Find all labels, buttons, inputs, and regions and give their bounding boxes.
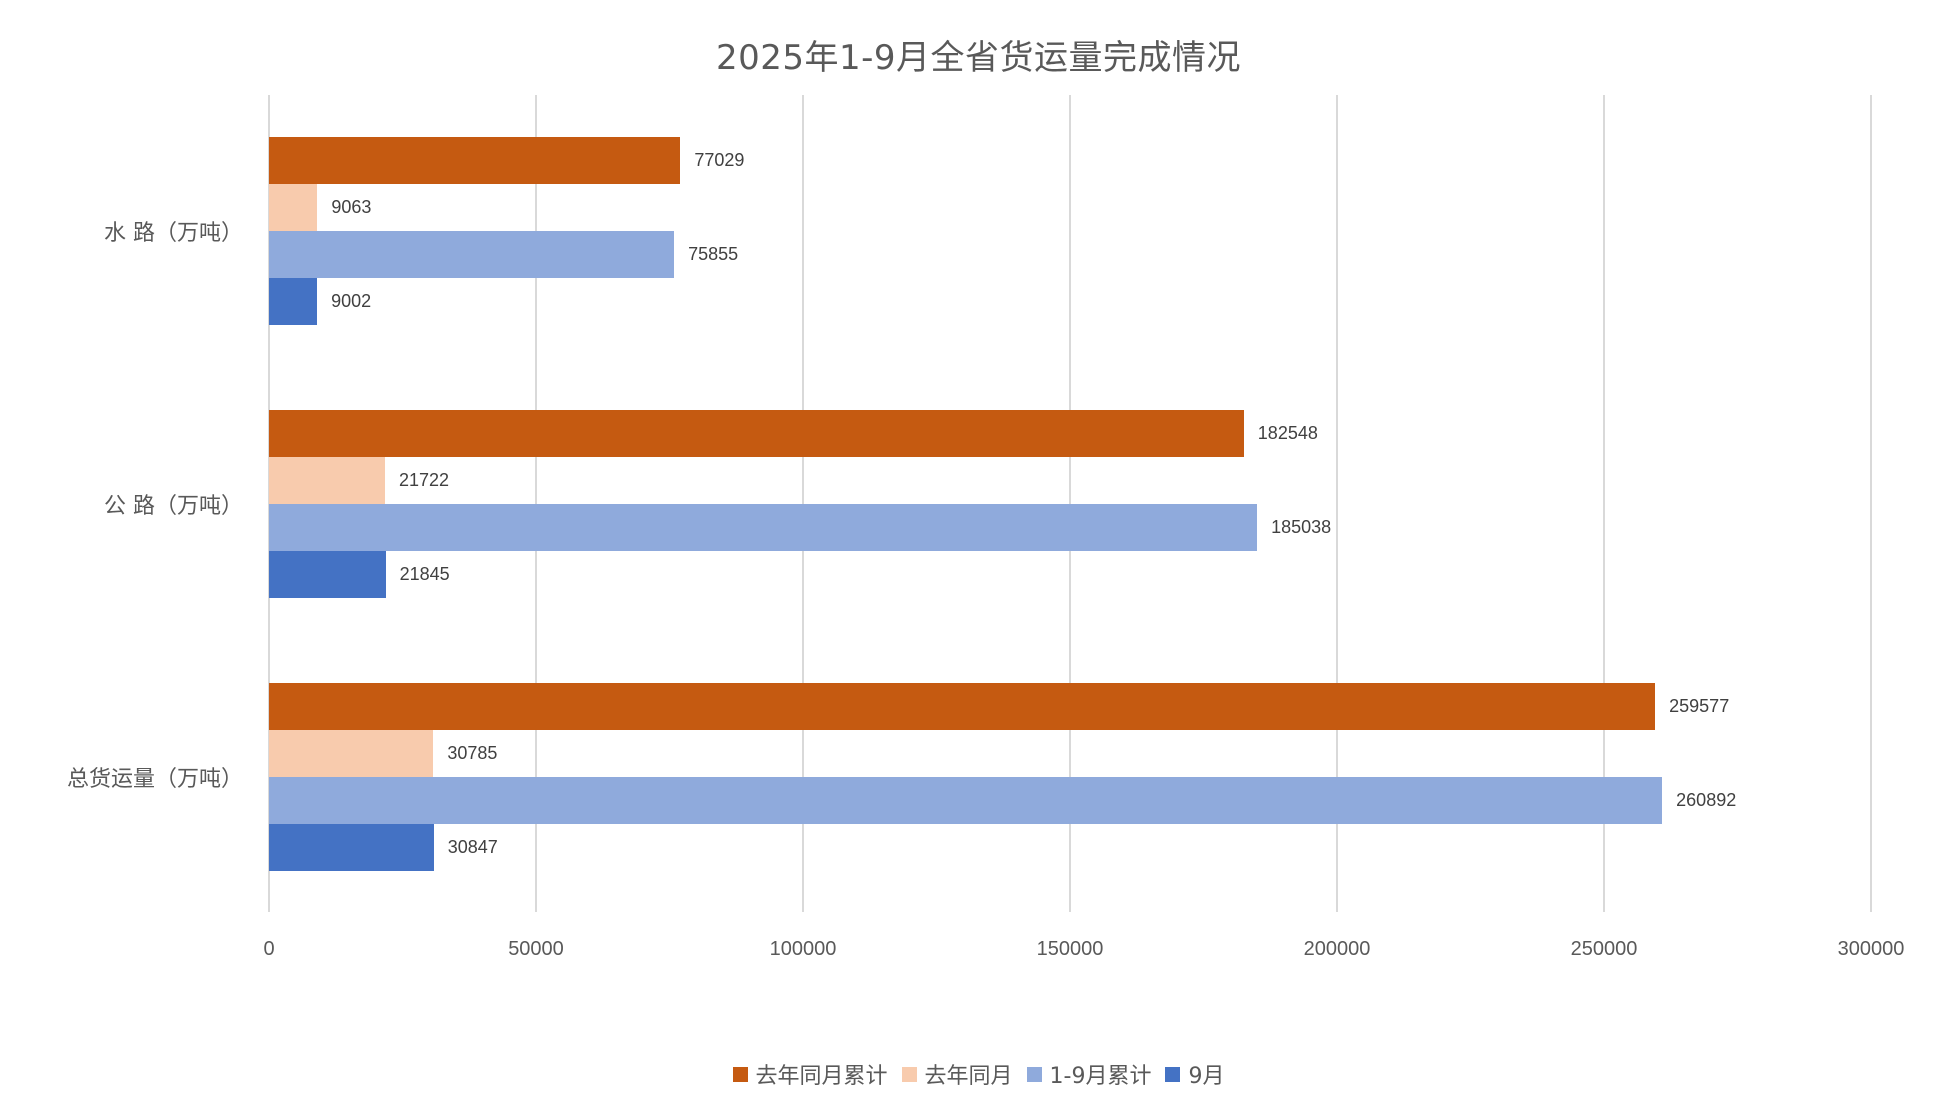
x-tick-label: 300000 (1837, 938, 1905, 960)
legend-label: 9月 (1188, 1064, 1225, 1089)
legend-swatch-icon (1026, 1066, 1042, 1082)
gridline (1069, 95, 1071, 912)
data-label: 259577 (1669, 696, 1730, 716)
data-label: 9063 (331, 197, 372, 217)
gridline (1336, 95, 1338, 912)
x-tick-label: 100000 (769, 938, 837, 960)
bar (269, 504, 1258, 551)
legend-label: 去年同月 (924, 1064, 1013, 1089)
data-label: 30847 (447, 837, 498, 857)
data-label: 77029 (694, 150, 745, 170)
bar (269, 184, 318, 231)
bar (269, 278, 318, 325)
legend-label: 1-9月累计 (1049, 1064, 1152, 1089)
data-label: 260892 (1676, 790, 1737, 810)
category-label: 水 路（万吨） (104, 221, 243, 246)
data-label: 75855 (688, 244, 739, 264)
legend-label: 去年同月累计 (755, 1064, 888, 1089)
legend-item: 9月 (1165, 1058, 1224, 1090)
x-tick-label: 250000 (1570, 938, 1638, 960)
bar (269, 410, 1244, 457)
bar (269, 824, 434, 871)
data-label: 182548 (1257, 423, 1318, 443)
legend-item: 去年同月 (901, 1058, 1013, 1090)
gridline (1603, 95, 1605, 912)
x-tick-label: 0 (263, 938, 275, 960)
plot-area: 0 50000 100000 150000 200000 250000 300000 7702… (263, 95, 1904, 960)
bar (269, 683, 1656, 730)
bar (269, 551, 386, 598)
legend-swatch-icon (732, 1066, 748, 1082)
category-label: 总货运量（万吨） (66, 767, 243, 792)
data-label: 21845 (399, 564, 450, 584)
x-tick-label: 50000 (508, 938, 564, 960)
data-label: 21722 (398, 470, 450, 490)
legend-swatch-icon (901, 1066, 917, 1082)
gridline (535, 95, 537, 912)
legend-item: 去年同月累计 (732, 1058, 888, 1090)
gridline (802, 95, 804, 912)
bar (269, 231, 675, 278)
x-tick-label: 150000 (1036, 938, 1104, 960)
data-label: 9002 (331, 291, 372, 311)
gridline (1870, 95, 1872, 912)
data-label: 185038 (1271, 517, 1332, 537)
legend-item: 1-9月累计 (1026, 1058, 1152, 1090)
bar (269, 457, 385, 504)
category-label: 公 路（万吨） (104, 494, 243, 519)
chart-legend: 去年同月累计 去年同月 1-9月累计 9月 (0, 1058, 1957, 1090)
x-tick-label: 200000 (1303, 938, 1371, 960)
bar (269, 777, 1663, 824)
chart-title: 2025年1-9月全省货运量完成情况 (715, 38, 1242, 78)
legend-swatch-icon (1165, 1066, 1181, 1082)
bar (269, 730, 434, 777)
data-label: 30785 (447, 743, 498, 763)
bar (269, 137, 681, 184)
